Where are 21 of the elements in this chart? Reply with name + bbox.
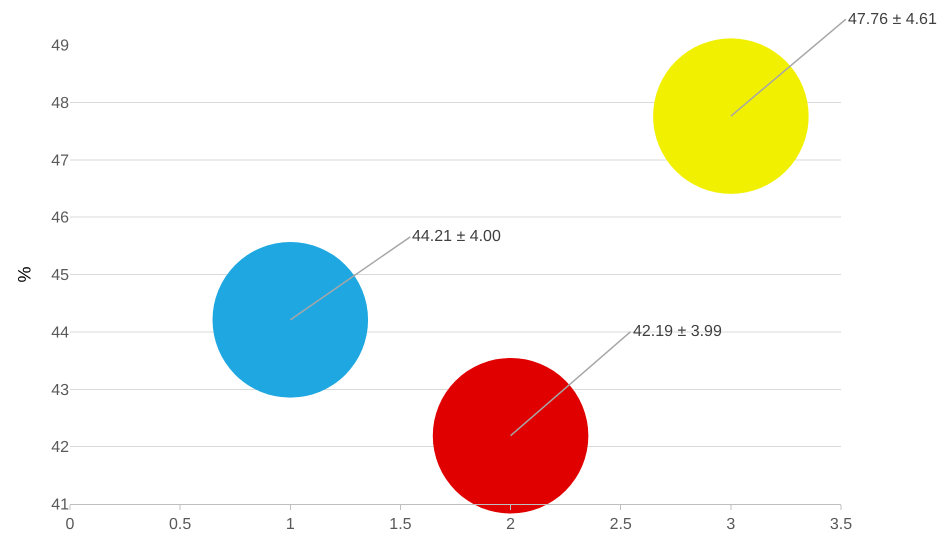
- x-tick-label: 3: [726, 516, 736, 534]
- data-label: 44.21 ± 4.00: [412, 228, 501, 245]
- x-tick-label: 1.5: [389, 516, 412, 534]
- x-tick-label: 1: [286, 516, 295, 534]
- y-tick-label: 43: [51, 382, 70, 399]
- y-tick-label: 46: [51, 210, 70, 227]
- data-label: 42.19 ± 3.99: [633, 323, 722, 340]
- x-tick-label: 0: [66, 516, 75, 534]
- data-label: 47.76 ± 4.61: [848, 11, 937, 28]
- y-axis-title: %: [14, 266, 34, 283]
- y-tick-label: 48: [51, 94, 70, 112]
- y-tick-label: 42: [51, 439, 70, 456]
- x-tick-label: 2: [506, 516, 516, 534]
- y-tick-label: 44: [51, 324, 70, 342]
- y-tick-label: 49: [51, 38, 70, 55]
- x-tick-label: 0.5: [169, 516, 192, 534]
- y-tick-label: 41: [51, 496, 70, 514]
- y-tick-label: 45: [51, 267, 70, 284]
- y-tick-label: 47: [51, 152, 70, 170]
- x-tick-label: 2.5: [610, 516, 632, 534]
- x-tick-label: 3.5: [830, 516, 852, 534]
